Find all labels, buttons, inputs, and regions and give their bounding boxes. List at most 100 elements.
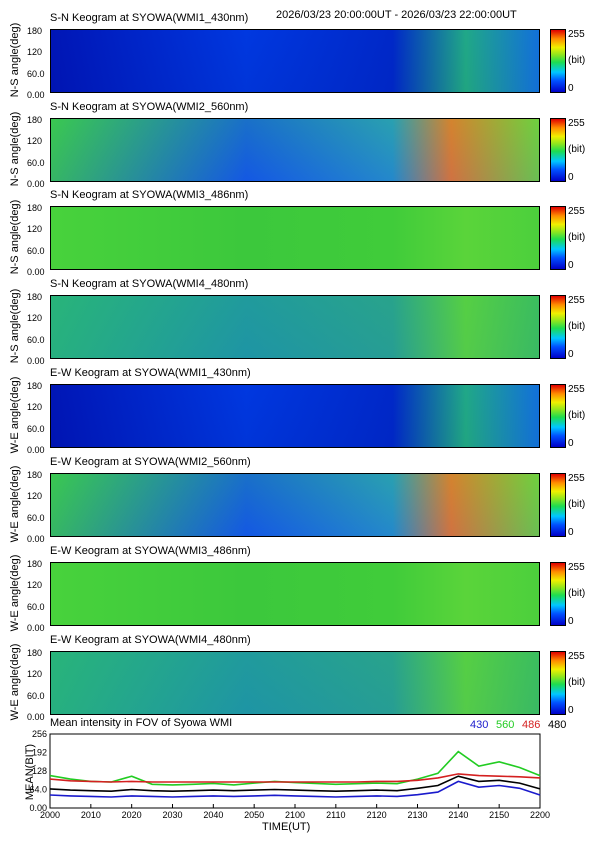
keogram-plot [50, 206, 540, 270]
keogram-plot [50, 384, 540, 448]
colorbar-min-label: 0 [568, 616, 574, 627]
colorbar-max-label: 255 [568, 473, 585, 484]
colorbar-unit-label: (bit) [568, 321, 586, 332]
colorbar-unit-label: (bit) [568, 55, 586, 66]
colorbar-unit-label: (bit) [568, 232, 586, 243]
colorbar-min-label: 0 [568, 260, 574, 271]
y-tick-label: 64.0 [29, 785, 47, 795]
panel-title: S-N Keogram at SYOWA(WMI4_480nm) [50, 278, 249, 290]
y-tick-label: 180 [27, 292, 43, 302]
y-tick-label: 120 [27, 402, 43, 413]
colorbar-min-label: 0 [568, 705, 574, 716]
colorbar [550, 295, 566, 359]
y-tick-label: 60.0 [27, 157, 45, 168]
x-tick-label: 2000 [40, 810, 60, 820]
colorbar [550, 651, 566, 715]
keogram-plot [50, 118, 540, 182]
colorbar-unit-label: (bit) [568, 677, 586, 688]
colorbar-max-label: 255 [568, 118, 585, 129]
panel-title: E-W Keogram at SYOWA(WMI4_480nm) [50, 634, 251, 646]
legend-486: 486 [522, 719, 541, 731]
colorbar-max-label: 255 [568, 29, 585, 40]
colorbar-unit-label: (bit) [568, 588, 586, 599]
y-tick-label: 120 [27, 669, 43, 680]
y-tick-label: 180 [27, 559, 43, 569]
colorbar [550, 384, 566, 448]
panel-title: E-W Keogram at SYOWA(WMI1_430nm) [50, 367, 251, 379]
y-tick-label: 60.0 [27, 68, 45, 79]
x-tick-label: 2140 [448, 810, 468, 820]
y-tick-label: 120 [27, 580, 43, 591]
y-tick-label: 60.0 [27, 601, 45, 612]
colorbar-unit-label: (bit) [568, 499, 586, 510]
y-tick-label: 60.0 [27, 512, 45, 523]
keogram-plot [50, 562, 540, 626]
x-tick-label: 2030 [162, 810, 182, 820]
panel-title: S-N Keogram at SYOWA(WMI1_430nm) [50, 12, 249, 24]
y-tick-label: 180 [27, 26, 43, 36]
x-tick-label: 2050 [244, 810, 264, 820]
x-tick-label: 2150 [489, 810, 509, 820]
colorbar [550, 562, 566, 626]
colorbar-min-label: 0 [568, 349, 574, 360]
y-tick-label: 180 [27, 203, 43, 213]
colorbar-max-label: 255 [568, 295, 585, 306]
series-line-486 [49, 773, 541, 783]
panel-title: E-W Keogram at SYOWA(WMI3_486nm) [50, 545, 251, 557]
colorbar-max-label: 255 [568, 384, 585, 395]
y-tick-label: 256 [32, 729, 47, 739]
x-tick-label: 2010 [81, 810, 101, 820]
date-range-label: 2026/03/23 20:00:00UT - 2026/03/23 22:00… [276, 9, 517, 21]
keogram-plot [50, 473, 540, 537]
y-tick-label: 0.00 [27, 534, 45, 544]
y-tick-label: 120 [27, 313, 43, 324]
series-line-480 [49, 775, 541, 793]
colorbar [550, 206, 566, 270]
y-tick-label: 180 [27, 648, 43, 658]
y-tick-label: 128 [32, 766, 47, 776]
colorbar [550, 473, 566, 537]
y-tick-label: 0.00 [27, 267, 45, 277]
y-tick-label: 0.00 [27, 712, 45, 722]
y-tick-label: 180 [27, 115, 43, 125]
y-tick-label: 0.00 [29, 803, 47, 813]
y-tick-label: 120 [27, 136, 43, 147]
keogram-plot [50, 295, 540, 359]
y-tick-label: 120 [27, 491, 43, 502]
y-tick-label: 120 [27, 47, 43, 58]
x-tick-label: 2200 [530, 810, 550, 820]
colorbar [550, 29, 566, 93]
colorbar-unit-label: (bit) [568, 144, 586, 155]
colorbar-min-label: 0 [568, 172, 574, 183]
legend-480: 480 [548, 719, 567, 731]
series-line-430 [49, 780, 541, 798]
x-tick-label: 2110 [326, 810, 345, 820]
y-tick-label: 60.0 [27, 423, 45, 434]
y-axis-label-mean: MEAN(BIT) [24, 743, 36, 801]
panel-title: S-N Keogram at SYOWA(WMI2_560nm) [50, 101, 249, 113]
y-tick-label: 0.00 [27, 445, 45, 455]
y-tick-label: 180 [27, 470, 43, 480]
legend-560: 560 [496, 719, 515, 731]
x-tick-label: 2020 [122, 810, 142, 820]
keogram-plot [50, 651, 540, 715]
series-line-560 [49, 750, 541, 786]
panel-title: S-N Keogram at SYOWA(WMI3_486nm) [50, 189, 249, 201]
x-axis-label: TIME(UT) [262, 821, 311, 833]
colorbar-unit-label: (bit) [568, 410, 586, 421]
line-chart-title: Mean intensity in FOV of Syowa WMI [50, 717, 233, 729]
colorbar-min-label: 0 [568, 527, 574, 538]
keogram-plot [50, 29, 540, 93]
colorbar-min-label: 0 [568, 438, 574, 449]
y-tick-label: 0.00 [27, 90, 45, 100]
y-tick-label: 0.00 [27, 356, 45, 366]
y-tick-label: 60.0 [27, 690, 45, 701]
colorbar [550, 118, 566, 182]
panel-title: E-W Keogram at SYOWA(WMI2_560nm) [50, 456, 251, 468]
legend-430: 430 [470, 719, 489, 731]
x-tick-label: 2120 [367, 810, 387, 820]
colorbar-min-label: 0 [568, 83, 574, 94]
y-tick-label: 60.0 [27, 245, 45, 256]
colorbar-max-label: 255 [568, 206, 585, 217]
